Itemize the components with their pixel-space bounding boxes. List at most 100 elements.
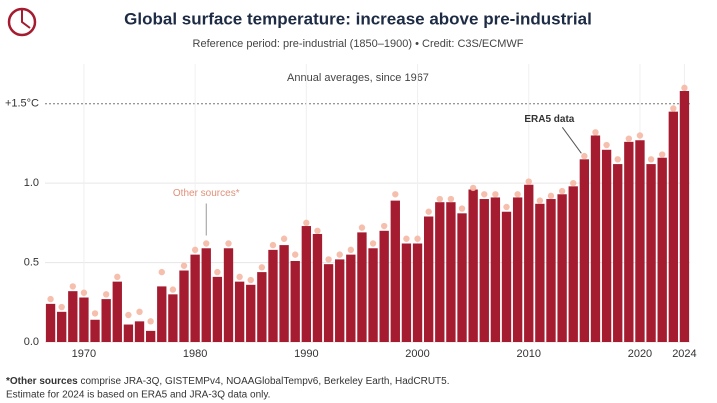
bar [246,284,256,342]
other-source-dot [58,303,65,311]
other-source-dot [658,151,666,158]
bar [401,243,412,342]
bar [290,260,300,342]
chart-title: Global surface temperature: increase abo… [124,9,592,28]
bar [457,213,467,342]
other-source-dot [681,84,688,92]
other-source-dot [169,286,177,293]
other-source-dot [102,291,110,298]
footnote: *Other sources comprise JRA-3Q, GISTEMPv… [6,376,450,387]
bar [535,203,545,342]
other-source-dot [625,135,633,142]
other-source-dot [358,224,366,231]
bar [323,264,334,342]
other-source-dot [158,268,165,276]
other-source-dot [258,264,266,271]
other-source-dot [603,141,610,149]
bar [45,303,56,342]
other-source-dot [380,222,388,230]
bar [190,254,200,342]
bar [390,200,400,342]
other-source-dot [458,205,466,212]
other-source-dot [147,318,154,325]
y-tick-label: +1.5°C [5,98,39,110]
other-source-dot [647,156,655,163]
other-source-dot [570,179,577,187]
bar [268,249,278,342]
bar [635,140,645,342]
era5-arrow [561,127,582,154]
bar [223,248,234,342]
other-source-dot [80,289,88,296]
logo-needle [21,10,31,29]
bar [657,157,667,342]
other-source-dot [592,129,599,136]
bar [212,276,223,342]
other-source-dot [191,246,199,254]
bar [134,321,145,342]
other-source-dot [114,273,121,281]
bar [312,233,323,342]
bar [101,299,111,342]
bar [679,91,690,343]
other-source-dot [414,235,421,242]
other-source-dot [91,310,99,317]
bar [234,281,245,342]
other-source-dot [247,276,254,284]
other-source-dot [347,246,355,254]
other-source-dot [503,203,510,211]
bar [579,159,590,342]
bar [279,245,289,342]
bar [68,291,78,342]
footnote-text: comprise JRA-3Q, GISTEMPv4, NOAAGlobalTe… [78,376,450,387]
other-source-dot [614,156,621,163]
bar [335,259,345,342]
bar [301,226,312,342]
bar [412,243,423,342]
bar [646,164,656,342]
bar [490,197,501,342]
bar [179,270,189,342]
bar [79,297,89,342]
bar [435,202,445,342]
other-source-dot [636,132,644,139]
x-tick-label: 2020 [628,348,652,360]
other-source-dot [436,195,443,203]
footnote-2: Estimate for 2024 is based on ERA5 and J… [6,390,270,401]
x-tick-label: 1970 [72,348,96,360]
bar [168,294,178,342]
other-source-dot [492,191,499,198]
x-tick-label: 2024 [672,348,696,360]
bar [446,202,456,342]
other-source-dot [369,240,377,247]
other-source-dot [469,184,477,192]
other-source-dot [670,105,677,112]
footnote-bold: *Other sources [6,376,78,387]
chart-subtitle: Reference period: pre-industrial (1850–1… [193,38,524,50]
x-tick-label: 1980 [183,348,207,360]
bar [201,248,211,342]
bar [157,286,167,342]
other-source-dot [180,262,188,269]
x-tick-label: 2000 [405,348,429,360]
other-source-dot [581,152,588,160]
bar [479,199,489,342]
other-source-dot [325,256,332,263]
bar [590,135,601,342]
bar [145,330,156,342]
other-source-dot [514,191,521,198]
bar [57,311,67,342]
bar [90,319,100,342]
y-tick-label: 0.5 [24,256,39,268]
other-source-dot [525,178,532,185]
other-source-dot [292,251,299,258]
other-source-dot [558,187,566,195]
other-source-dot [225,240,232,247]
bar [501,211,512,342]
bar [112,281,122,342]
bar [346,254,356,342]
other-source-dot [447,195,455,203]
x-tick-label: 1990 [294,348,318,360]
other-source-dot [69,283,77,290]
